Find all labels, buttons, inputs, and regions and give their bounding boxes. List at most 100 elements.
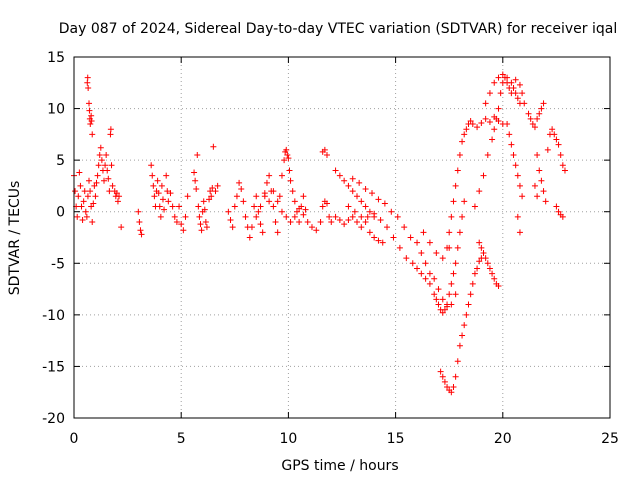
data-point xyxy=(79,216,86,223)
data-point xyxy=(296,205,303,212)
data-point xyxy=(484,151,491,158)
data-point xyxy=(283,146,290,153)
plot-frame xyxy=(73,56,611,419)
data-point xyxy=(349,175,356,182)
data-point xyxy=(251,203,258,210)
data-point xyxy=(229,224,236,231)
data-point xyxy=(278,208,285,215)
data-point xyxy=(480,172,487,179)
data-point xyxy=(349,188,356,195)
data-point xyxy=(88,117,95,124)
data-point xyxy=(151,193,158,200)
data-point xyxy=(349,213,356,220)
data-point xyxy=(495,74,502,81)
data-point xyxy=(169,203,176,210)
x-tick-label: 25 xyxy=(601,431,619,447)
data-point xyxy=(259,229,266,236)
data-point xyxy=(454,244,461,251)
data-point xyxy=(414,239,421,246)
data-point xyxy=(508,141,515,148)
data-point xyxy=(80,198,87,205)
data-point xyxy=(549,126,556,133)
data-point xyxy=(375,237,382,244)
data-point xyxy=(198,227,205,234)
data-point xyxy=(358,198,365,205)
data-point xyxy=(281,157,288,164)
data-point xyxy=(474,265,481,272)
data-point xyxy=(499,71,506,78)
data-point xyxy=(165,198,172,205)
data-point xyxy=(88,203,95,210)
data-point xyxy=(193,186,200,193)
data-point xyxy=(113,190,120,197)
data-point xyxy=(108,162,115,169)
data-point xyxy=(362,219,369,226)
data-point xyxy=(233,193,240,200)
data-point xyxy=(536,110,543,117)
data-point xyxy=(90,200,97,207)
data-point xyxy=(86,107,93,114)
data-point xyxy=(471,203,478,210)
data-point xyxy=(381,200,388,207)
data-point xyxy=(444,244,451,251)
data-point xyxy=(72,188,79,195)
data-point xyxy=(291,198,298,205)
data-point xyxy=(272,219,279,226)
data-point xyxy=(371,234,378,241)
data-point xyxy=(276,193,283,200)
data-point xyxy=(459,138,466,145)
data-point xyxy=(304,219,311,226)
data-point xyxy=(504,74,511,81)
data-point xyxy=(456,151,463,158)
data-point xyxy=(439,255,446,262)
data-point xyxy=(531,182,538,189)
data-point xyxy=(366,208,373,215)
data-point xyxy=(394,213,401,220)
data-point xyxy=(409,260,416,267)
data-point xyxy=(89,131,96,138)
data-point xyxy=(384,224,391,231)
data-point xyxy=(156,203,163,210)
data-point xyxy=(332,167,339,174)
data-point xyxy=(437,368,444,375)
data-point xyxy=(114,198,121,205)
data-point xyxy=(336,216,343,223)
data-point xyxy=(536,167,543,174)
y-tick-label: -5 xyxy=(51,256,65,272)
data-point xyxy=(284,151,291,158)
data-point xyxy=(538,177,545,184)
data-point xyxy=(274,229,281,236)
data-point xyxy=(420,229,427,236)
data-point xyxy=(313,227,320,234)
data-point xyxy=(341,177,348,184)
data-point xyxy=(366,229,373,236)
data-point xyxy=(149,172,156,179)
data-point xyxy=(103,151,110,158)
data-point xyxy=(242,213,249,220)
data-point xyxy=(321,146,328,153)
data-point xyxy=(534,193,541,200)
data-point xyxy=(287,177,294,184)
data-point xyxy=(317,219,324,226)
data-point xyxy=(274,198,281,205)
data-point xyxy=(527,115,534,122)
data-point xyxy=(182,213,189,220)
data-point xyxy=(559,213,566,220)
data-point xyxy=(454,167,461,174)
data-point xyxy=(98,157,105,164)
data-points xyxy=(71,71,568,396)
data-point xyxy=(482,100,489,107)
data-point xyxy=(551,131,558,138)
data-point xyxy=(345,203,352,210)
data-point xyxy=(516,229,523,236)
y-tick-label: -10 xyxy=(42,308,65,324)
data-point xyxy=(212,188,219,195)
data-point xyxy=(78,203,85,210)
x-tick-label: 15 xyxy=(387,431,405,447)
data-point xyxy=(92,193,99,200)
data-point xyxy=(323,151,330,158)
data-point xyxy=(164,188,171,195)
data-point xyxy=(452,260,459,267)
data-point xyxy=(171,213,178,220)
data-point xyxy=(101,177,108,184)
